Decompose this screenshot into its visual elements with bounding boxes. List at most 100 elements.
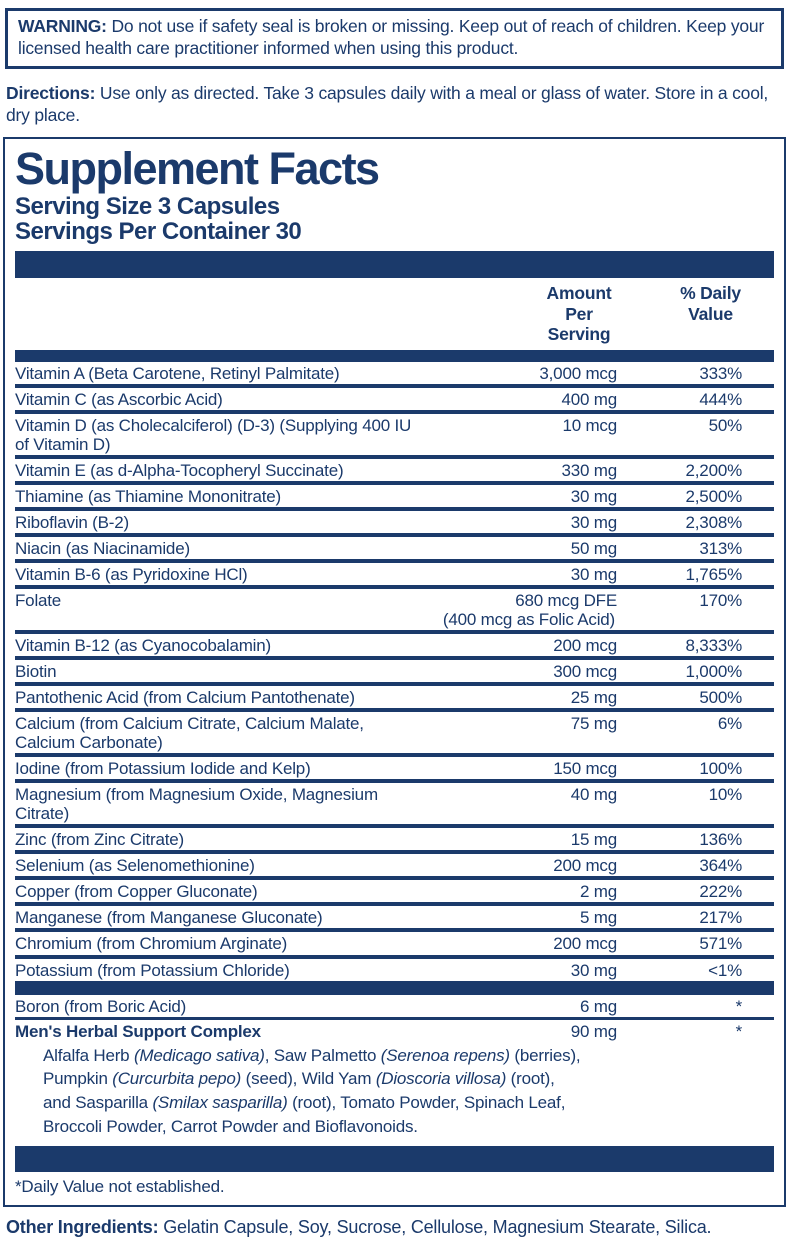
row-separator <box>15 902 774 907</box>
nutrient-amount: 15 mg <box>570 830 617 850</box>
directions-label: Directions: <box>6 82 96 103</box>
nutrient-daily-value: 217% <box>699 908 742 928</box>
nutrient-name: Selenium (as Selenomethionine) <box>15 856 255 876</box>
row-separator <box>15 532 774 537</box>
nutrient-name: Vitamin D (as Cholecalciferol) (D-3) (Su… <box>15 415 412 454</box>
nutrient-row: Thiamine (as Thiamine Mononitrate) 30 mg 2… <box>15 485 774 507</box>
nutrient-daily-value: 10% <box>708 785 743 805</box>
nutrient-row: Potassium (from Potassium Chloride) 30 mg… <box>15 959 774 981</box>
row-separator <box>15 1016 774 1020</box>
nutrient-amount: 200 mcg <box>553 934 617 954</box>
nutrient-name: Riboflavin (B-2) <box>15 512 129 532</box>
directions-text: Use only as directed. Take 3 capsules da… <box>6 82 769 126</box>
column-header-amount: Amount Per Serving <box>546 283 612 344</box>
row-separator <box>15 630 774 635</box>
nutrient-amount: 30 mg <box>570 486 617 506</box>
row-separator <box>15 753 774 758</box>
nutrient-amount: 5 mg <box>580 908 617 928</box>
nutrient-daily-value: 364% <box>699 856 742 876</box>
nutrient-daily-value: 1,765% <box>685 565 743 584</box>
nutrient-daily-value: 8,333% <box>685 636 743 656</box>
nutrient-daily-value: * <box>735 1021 743 1041</box>
nutrient-row: Iodine (from Potassium Iodide and Kelp) 1… <box>15 757 774 779</box>
nutrient-row: Manganese (from Manganese Gluconate) 5 mg… <box>15 906 774 928</box>
row-separator <box>15 876 774 881</box>
nutrient-row: Biotin 300 mcg 1,000% <box>15 660 774 682</box>
nutrient-row: Pantothenic Acid (from Calcium Pantothen… <box>15 686 774 708</box>
description-line: Pumpkin (Curcurbita pepo) (seed), Wild Y… <box>43 1069 555 1089</box>
nutrient-amount: 50 mg <box>570 538 617 558</box>
nutrient-name: Potassium (from Potassium Chloride) <box>15 960 290 980</box>
row-separator <box>15 409 774 414</box>
nutrient-row: Zinc (from Zinc Citrate) 15 mg 136% <box>15 828 774 850</box>
nutrient-name: Folate <box>15 591 62 611</box>
nutrient-row: Niacin (as Niacinamide) 50 mg 313% <box>15 537 774 559</box>
nutrient-amount: 680 mcg DFE (400 mcg as Folic Acid) <box>429 591 619 629</box>
nutrient-amount: 400 mg <box>561 389 617 409</box>
nutrient-name: Manganese (from Manganese Gluconate) <box>15 908 323 928</box>
nutrient-row: Selenium (as Selenomethionine) 200 mcg 364… <box>15 854 774 876</box>
nutrient-row: Vitamin B-6 (as Pyridoxine HCl) 30 mg 1,76… <box>15 563 774 585</box>
supplement-facts-title: Supplement Facts <box>15 142 380 194</box>
divider-bar-top <box>15 251 774 279</box>
row-separator <box>15 506 774 511</box>
nutrient-name: Vitamin B-12 (as Cyanocobalamin) <box>15 636 271 656</box>
nutrient-daily-value: 2,500% <box>685 486 743 506</box>
nutrient-daily-value: 50% <box>708 415 743 435</box>
nutrient-amount: 6 mg <box>580 996 617 1016</box>
nutrient-amount: 200 mcg <box>553 856 617 876</box>
row-separator <box>15 708 774 713</box>
nutrient-daily-value: <1% <box>708 960 742 980</box>
nutrient-row: Magnesium (from Magnesium Oxide, Magnesi… <box>15 783 774 824</box>
nutrient-amount: 30 mg <box>570 960 617 980</box>
nutrient-name: Zinc (from Zinc Citrate) <box>15 830 184 850</box>
row-separator <box>15 850 774 855</box>
nutrient-name: Pantothenic Acid (from Calcium Pantothen… <box>15 688 355 708</box>
row-separator <box>15 824 774 829</box>
nutrient-amount: 25 mg <box>570 688 617 708</box>
nutrient-name: Magnesium (from Magnesium Oxide, Magnesi… <box>15 785 378 824</box>
nutrient-amount: 2 mg <box>580 882 617 902</box>
column-header-spacer <box>15 283 429 343</box>
nutrient-daily-value: 6% <box>717 714 742 734</box>
nutrient-name: Biotin <box>15 662 57 682</box>
directions: Directions: Use only as directed. Take 3… <box>6 82 783 127</box>
nutrient-amount: 3,000 mcg <box>539 363 617 383</box>
nutrient-amount: 200 mcg <box>553 636 617 656</box>
row-separator <box>15 980 774 995</box>
row-separator <box>15 383 774 388</box>
nutrient-daily-value: 136% <box>699 830 742 850</box>
nutrient-amount: 40 mg <box>570 785 617 805</box>
nutrient-daily-value: 313% <box>699 538 742 558</box>
servings-per-container: Servings Per Container 30 <box>15 218 302 246</box>
nutrient-row: Men's Herbal Support Complex 90 mg * <box>15 1020 774 1042</box>
nutrient-row: Calcium (from Calcium Citrate, Calcium M… <box>15 712 774 753</box>
row-separator <box>15 656 774 661</box>
nutrient-amount: 90 mg <box>570 1021 617 1041</box>
nutrient-row: Folate 680 mcg DFE (400 mcg as Folic Acid)… <box>15 589 774 630</box>
nutrient-row: Vitamin C (as Ascorbic Acid) 400 mg 444% <box>15 388 774 410</box>
nutrient-name: Copper (from Copper Gluconate) <box>15 882 258 902</box>
nutrient-row: Vitamin E (as d-Alpha-Tocopheryl Succina… <box>15 459 774 481</box>
nutrient-name: Vitamin C (as Ascorbic Acid) <box>15 389 223 409</box>
warning-text: Do not use if safety seal is broken or m… <box>18 16 765 59</box>
nutrient-table: Vitamin A (Beta Carotene, Retinyl Palmit… <box>15 362 774 1172</box>
nutrient-name: Calcium (from Calcium Citrate, Calcium M… <box>15 714 364 753</box>
row-separator <box>15 682 774 687</box>
row-separator <box>15 480 774 485</box>
description-line: Alfalfa Herb (Medicago sativa), Saw Palm… <box>43 1045 581 1065</box>
nutrient-daily-value: 2,308% <box>685 512 743 532</box>
nutrient-daily-value: 444% <box>699 389 742 409</box>
warning-box: WARNING: Do not use if safety seal is br… <box>5 8 784 69</box>
nutrient-amount-sub: (400 mcg as Folic Acid) <box>442 610 615 630</box>
nutrient-name: Vitamin A (Beta Carotene, Retinyl Palmit… <box>15 363 340 383</box>
nutrient-daily-value: 222% <box>699 882 742 902</box>
other-ingredients: Other Ingredients: Gelatin Capsule, Soy,… <box>6 1216 783 1238</box>
nutrient-daily-value: 333% <box>699 363 742 383</box>
nutrient-amount: 330 mg <box>561 460 617 480</box>
nutrient-daily-value: 571% <box>699 934 742 954</box>
nutrient-row: Chromium (from Chromium Arginate) 200 mcg… <box>15 932 774 954</box>
description-line: Broccoli Powder, Carrot Powder and Biofl… <box>43 1116 418 1136</box>
nutrient-daily-value: 500% <box>699 688 742 708</box>
other-ingredients-text: Gelatin Capsule, Soy, Sucrose, Cellulose… <box>158 1216 712 1237</box>
